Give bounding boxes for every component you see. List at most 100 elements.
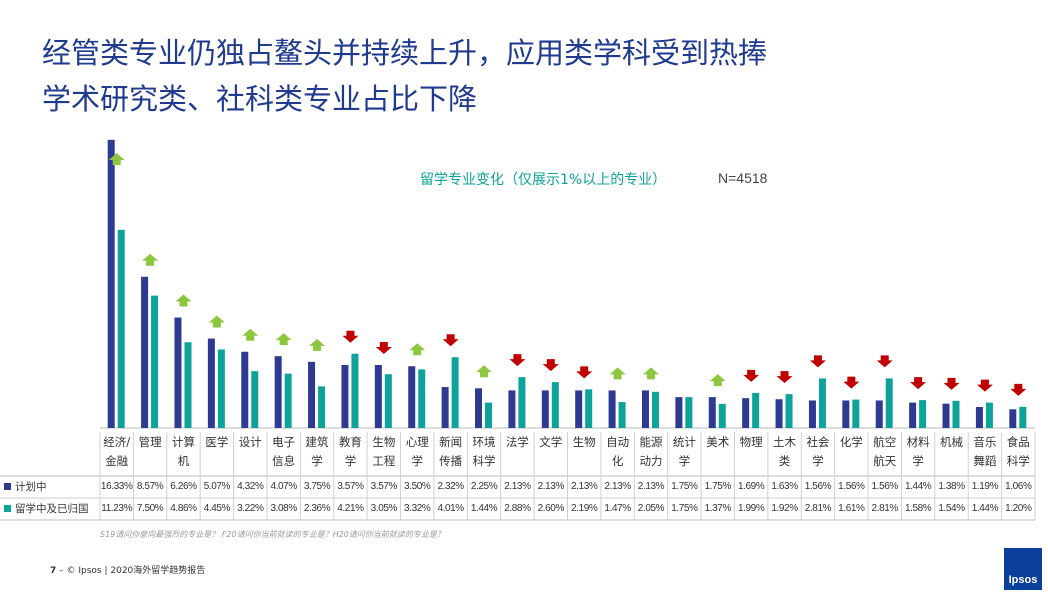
trend-arrow	[843, 376, 860, 389]
value-label: 1.20%	[1005, 503, 1032, 514]
bar	[485, 402, 493, 428]
trend-arrow	[242, 328, 259, 341]
bar	[785, 394, 793, 428]
bar	[808, 400, 816, 428]
bar	[818, 378, 826, 428]
bar	[274, 356, 282, 428]
bar	[651, 391, 659, 428]
x-tick-label: 医学	[205, 435, 229, 449]
footer: 7 – © Ipsos | 2020海外留学趋势报告	[50, 563, 205, 576]
trend-arrow	[509, 354, 526, 367]
value-label: 4.07%	[270, 481, 297, 492]
value-label: 1.56%	[804, 481, 832, 492]
value-label: 2.13%	[537, 481, 565, 492]
value-label: 1.37%	[704, 503, 732, 514]
x-tick-label: 统计学	[672, 435, 696, 468]
trend-arrow	[476, 365, 493, 378]
bar	[618, 402, 626, 428]
bar	[608, 390, 616, 428]
bar	[518, 377, 526, 428]
x-tick-label: 新闻传播	[439, 435, 463, 468]
trend-arrow	[809, 355, 826, 368]
x-tick-label: 经济/金融	[103, 435, 131, 468]
trend-arrow	[1010, 383, 1027, 396]
bar	[842, 400, 850, 428]
bar	[885, 378, 893, 428]
value-label: 1.06%	[1005, 481, 1032, 492]
bar	[852, 399, 860, 428]
row-label: 留学中及已归国	[4, 498, 89, 520]
value-label: 2.88%	[504, 503, 531, 514]
value-label: 2.36%	[303, 503, 331, 514]
bar	[217, 349, 225, 428]
bar	[117, 229, 125, 428]
x-tick-label: 土木类	[773, 435, 797, 468]
bar	[752, 392, 760, 428]
value-label: 1.75%	[671, 503, 698, 514]
value-label: 3.57%	[370, 481, 398, 492]
title-line: 经管类专业仍独占鳌头并持续上升，应用类学科受到热捧	[42, 36, 768, 70]
value-label: 7.50%	[136, 503, 164, 514]
bar	[184, 342, 192, 428]
value-label: 2.25%	[470, 481, 498, 492]
value-label: 2.13%	[504, 481, 531, 492]
note: S19请问你意向最强烈的专业是？ F20请问你当前就读的专业是？H20请问你当前…	[100, 530, 445, 539]
value-label: 16.33%	[100, 481, 133, 492]
trend-arrow	[275, 333, 292, 346]
bar	[1009, 409, 1017, 428]
x-tick-label: 音乐舞蹈	[973, 435, 997, 468]
value-label: 3.50%	[404, 481, 431, 492]
value-label: 1.58%	[904, 503, 932, 514]
bar	[985, 402, 993, 428]
value-label: 2.13%	[604, 481, 631, 492]
bar	[685, 397, 693, 428]
bar	[174, 317, 182, 428]
legend-swatch	[4, 483, 11, 490]
value-label: 11.23%	[101, 503, 133, 514]
bar	[775, 399, 783, 428]
value-label: 4.21%	[337, 503, 364, 514]
value-label: 6.26%	[170, 481, 197, 492]
trend-arrow	[776, 371, 793, 384]
bar	[384, 374, 392, 428]
bar	[718, 403, 726, 428]
value-label: 2.81%	[804, 503, 832, 514]
trend-arrow	[342, 330, 359, 343]
x-tick-label: 管理	[138, 435, 162, 449]
x-tick-label: 法学	[505, 435, 529, 449]
bar	[284, 373, 292, 428]
value-label: 2.19%	[571, 503, 598, 514]
value-label: 1.75%	[704, 481, 732, 492]
bar	[952, 400, 960, 428]
value-label: 1.56%	[838, 481, 865, 492]
bar	[418, 369, 426, 428]
x-tick-label: 机械	[940, 435, 963, 449]
x-tick-label: 生物工程	[372, 435, 396, 468]
legend-swatch	[4, 505, 11, 512]
trend-arrow	[876, 355, 893, 368]
value-label: 1.56%	[871, 481, 899, 492]
value-label: 1.54%	[938, 503, 965, 514]
x-tick-label: 设计	[238, 435, 262, 449]
legend-label: 计划中	[15, 481, 47, 493]
bar	[541, 390, 549, 428]
bar	[141, 276, 149, 428]
bar	[318, 386, 326, 428]
trend-arrow	[976, 379, 993, 392]
bar	[875, 400, 883, 428]
x-tick-label: 计算机	[171, 435, 195, 468]
bar	[1019, 406, 1027, 428]
bar	[575, 390, 583, 428]
x-tick-label: 社会学	[806, 435, 830, 468]
bar	[909, 402, 917, 428]
page-number: 7	[50, 566, 57, 576]
bar	[374, 365, 382, 428]
bar	[975, 407, 983, 428]
x-tick-label: 物理	[739, 435, 763, 449]
trend-arrow	[175, 294, 192, 307]
value-label: 3.57%	[337, 481, 364, 492]
bar	[441, 387, 449, 428]
bar	[151, 295, 159, 428]
